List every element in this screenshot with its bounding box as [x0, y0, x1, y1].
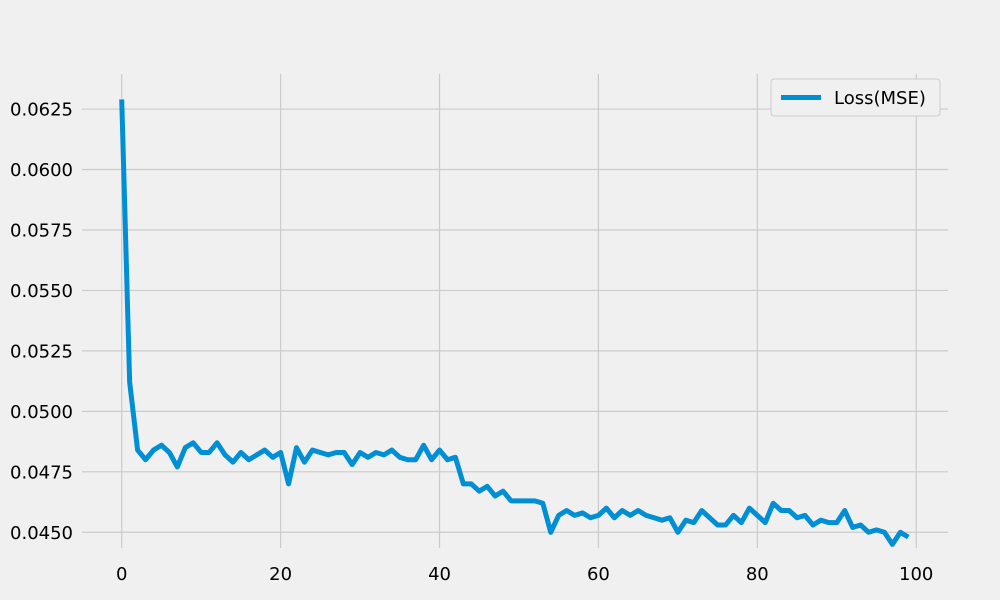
y-tick-labels: 0.0450 0.0475 0.0500 0.0525 0.0550 0.0575 0.06…: [10, 100, 73, 544]
legend-box: [770, 78, 941, 117]
y-tick-label: 0.0475: [10, 462, 73, 483]
x-tick-label: 60: [587, 564, 610, 585]
y-tick-label: 0.0625: [10, 100, 73, 121]
x-tick-label: 0: [116, 564, 127, 585]
series-line-loss-mse: [119, 99, 910, 547]
x-tick-label: 80: [746, 564, 769, 585]
x-tick-label: 20: [269, 564, 292, 585]
x-gridlines: [121, 74, 917, 548]
x-tick-labels: 0 20 40 60 80 100: [116, 564, 933, 585]
y-tick-label: 0.0600: [10, 160, 73, 181]
x-tick-label: 40: [428, 564, 451, 585]
y-tick-label: 0.0525: [10, 341, 73, 362]
legend-label-loss-mse: Loss(MSE): [834, 88, 926, 109]
y-tick-label: 0.0550: [10, 281, 73, 302]
y-gridlines: [82, 108, 948, 533]
x-tick-label: 100: [899, 564, 933, 585]
y-tick-label: 0.0575: [10, 220, 73, 241]
y-tick-label: 0.0500: [10, 402, 73, 423]
y-tick-label: 0.0450: [10, 523, 73, 544]
series-layer: [119, 99, 910, 547]
legend: Loss(MSE): [770, 78, 941, 117]
